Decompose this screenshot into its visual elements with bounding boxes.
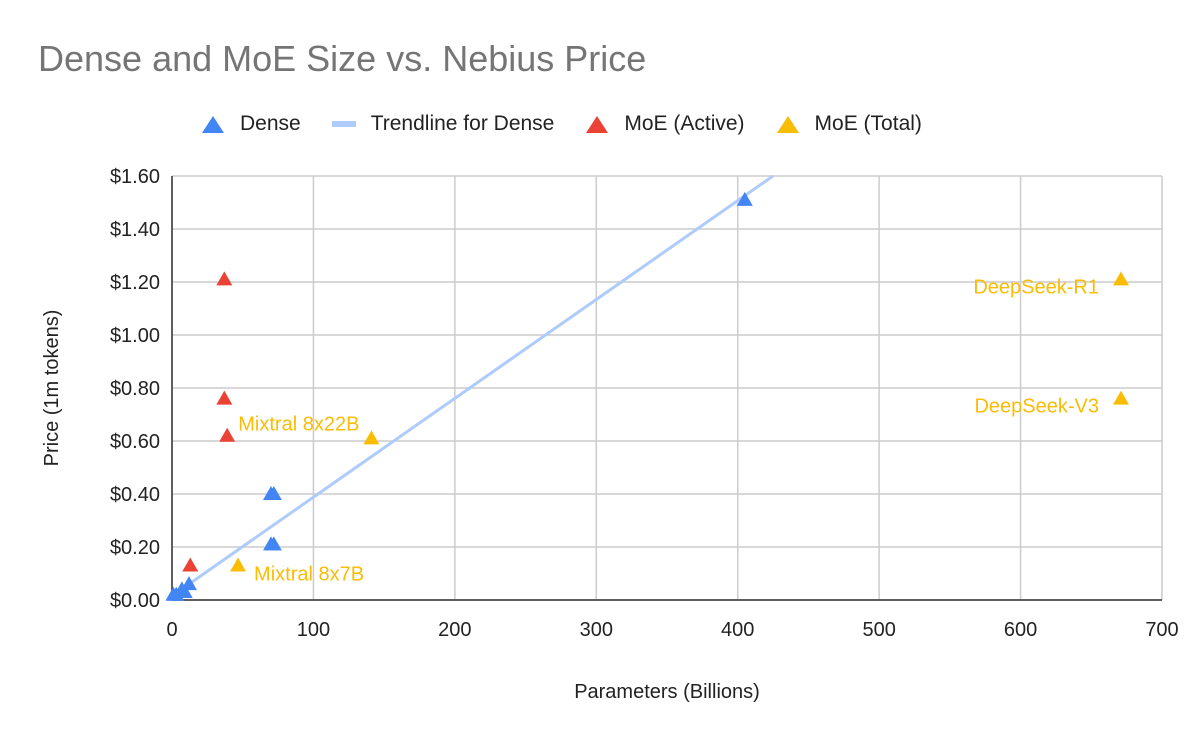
trendline-dense — [171, 174, 774, 598]
point-dense — [265, 486, 282, 500]
y-tick-label: $1.60 — [110, 166, 160, 188]
point-moe-total — [1112, 271, 1129, 286]
point-label: DeepSeek-R1 — [973, 276, 1099, 298]
x-tick-label: 700 — [1145, 619, 1178, 641]
x-tick-label: 500 — [862, 619, 895, 641]
x-axis-title: Parameters (Billions) — [574, 681, 760, 703]
trendline — [171, 174, 774, 598]
y-tick-label: $0.40 — [110, 484, 160, 506]
point-moe-active — [182, 557, 199, 572]
y-tick-label: $0.00 — [110, 590, 160, 612]
point-label: DeepSeek-V3 — [974, 396, 1099, 418]
legend-label-moe-total: MoE (Total) — [814, 112, 922, 135]
point-dense — [265, 536, 282, 551]
point-dense — [736, 191, 753, 206]
x-tick-label: 200 — [438, 619, 471, 641]
legend: Dense Trendline for Dense MoE (Active) M… — [200, 110, 952, 138]
point-label: Mixtral 8x7B — [254, 564, 364, 586]
y-tick-label: $1.40 — [110, 219, 160, 241]
point-moe-active — [216, 390, 233, 405]
y-tick-label: $1.00 — [110, 325, 160, 347]
x-tick-label: 300 — [580, 619, 613, 641]
y-axis-title: Price (1m tokens) — [41, 310, 63, 467]
legend-label-trendline: Trendline for Dense — [370, 112, 555, 135]
legend-item-trendline[interactable]: Trendline for Dense — [331, 112, 555, 136]
x-tick-label: 400 — [721, 619, 754, 641]
point-dense — [176, 584, 193, 599]
y-tick-label: $1.20 — [110, 272, 160, 294]
legend-marker-moe-total — [776, 116, 799, 133]
axes: 0 100 200 300 400 500 600 700 $0.00 $0.20 $0.40 $0.… — [110, 166, 1179, 641]
chart-title: Dense and MoE Size vs. Nebius Price — [38, 38, 647, 79]
x-tick-label: 600 — [1004, 619, 1037, 641]
legend-label-moe-active: MoE (Active) — [624, 112, 745, 135]
y-tick-label: $0.20 — [110, 537, 160, 559]
legend-marker-moe-active — [586, 116, 609, 133]
legend-item-moe-active[interactable]: MoE (Active) — [584, 112, 745, 136]
point-moe-total — [363, 430, 380, 445]
data-points — [165, 191, 1129, 601]
point-moe-total — [1112, 390, 1129, 405]
point-dense — [180, 576, 197, 591]
point-moe-active — [216, 271, 233, 286]
y-tick-label: $0.60 — [110, 431, 160, 453]
legend-marker-dense — [202, 116, 224, 133]
x-tick-label: 0 — [166, 619, 177, 641]
y-tick-label: $0.80 — [110, 378, 160, 400]
grid — [171, 175, 1163, 601]
legend-item-moe-total[interactable]: MoE (Total) — [775, 112, 922, 136]
point-labels: Mixtral 8x7B Mixtral 8x22B DeepSeek-R1 Deep… — [238, 276, 1099, 585]
legend-marker-trendline — [331, 121, 356, 127]
point-label: Mixtral 8x22B — [238, 413, 359, 435]
legend-item-dense[interactable]: Dense — [200, 112, 301, 136]
point-moe-active — [219, 427, 236, 442]
x-tick-label: 100 — [297, 619, 330, 641]
point-moe-total — [230, 557, 247, 572]
legend-label-dense: Dense — [240, 112, 301, 135]
